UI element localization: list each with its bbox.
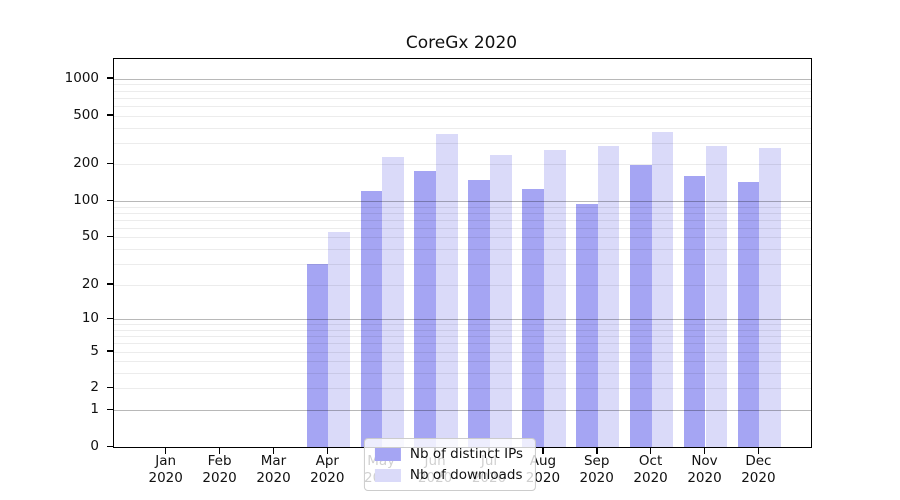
gridline-70 [114, 219, 811, 221]
legend-entry-distinct-ips: Nb of distinct IPs [374, 446, 524, 462]
bar-downloads-aug [543, 150, 566, 447]
gridline-100 [114, 201, 811, 202]
gridline-900 [114, 84, 811, 86]
y-tick-label-100: 100 [73, 192, 99, 208]
y-tick-mark-1 [107, 408, 113, 411]
gridline-800 [114, 90, 811, 92]
x-tick-mark-sep [596, 447, 598, 454]
chart-title: CoreGx 2020 [405, 33, 518, 53]
y-tick-mark-50 [107, 235, 113, 238]
y-tick-mark-100 [107, 199, 113, 201]
gridline-5 [114, 351, 811, 353]
y-tick-label-0: 0 [90, 438, 99, 454]
bar-distinct-ips-oct [629, 164, 652, 447]
gridline-80 [114, 212, 811, 214]
y-tick-label-1: 1 [90, 401, 99, 418]
bar-downloads-nov [705, 146, 728, 447]
gridline-40 [114, 249, 811, 251]
x-tick-mark-jan [164, 447, 167, 454]
y-tick-label-10: 10 [81, 310, 99, 327]
gridline-60 [114, 227, 811, 229]
bar-downloads-jul [490, 154, 512, 447]
y-tick-label-5: 5 [90, 342, 99, 359]
x-tick-mark-dec [757, 447, 760, 454]
gridline-300 [114, 142, 811, 144]
y-tick-label-50: 50 [81, 228, 99, 245]
y-tick-label-200: 200 [73, 155, 99, 172]
gridline-700 [114, 97, 811, 99]
x-tick-label-apr: Apr 2020 [310, 453, 345, 486]
gridline-200 [114, 164, 811, 166]
y-tick-mark-20 [107, 283, 113, 285]
gridline-2 [114, 388, 811, 390]
gridline-90 [114, 206, 811, 208]
y-tick-mark-200 [107, 162, 113, 165]
legend: Nb of distinct IPs Nb of downloads [363, 438, 537, 491]
x-tick-label-mar: Mar 2020 [256, 453, 291, 486]
gridline-30 [114, 264, 811, 265]
bar-distinct-ips-apr [306, 264, 329, 447]
x-tick-label-dec: Dec 2020 [741, 453, 776, 486]
x-tick-label-feb: Feb 2020 [202, 453, 237, 486]
legend-label-downloads: Nb of downloads [409, 467, 523, 483]
gridline-20 [114, 284, 811, 286]
gridline-7 [114, 336, 811, 338]
bar-distinct-ips-jul [468, 179, 490, 447]
legend-swatch-downloads [374, 468, 401, 482]
y-tick-label-20: 20 [81, 275, 99, 292]
x-tick-label-oct: Oct 2020 [633, 453, 668, 486]
gridline-600 [114, 106, 811, 107]
y-tick-mark-10 [107, 317, 113, 320]
x-tick-mark-aug [542, 447, 544, 454]
gridline-10 [114, 319, 811, 321]
x-tick-label-nov: Nov 2020 [687, 453, 722, 486]
gridline-6 [114, 343, 811, 345]
bar-distinct-ips-may [360, 190, 383, 447]
bar-downloads-may [382, 156, 404, 447]
y-tick-label-2: 2 [90, 379, 99, 396]
bar-downloads-apr [328, 231, 350, 447]
y-tick-mark-1000 [107, 77, 113, 79]
bar-distinct-ips-sep [576, 203, 598, 447]
legend-label-distinct-ips: Nb of distinct IPs [409, 446, 524, 462]
gridline-9 [114, 324, 811, 326]
bar-distinct-ips-aug [522, 188, 544, 447]
y-tick-mark-500 [107, 114, 113, 116]
x-tick-mark-feb [218, 447, 221, 454]
y-tick-mark-5 [107, 350, 113, 352]
x-tick-label-sep: Sep 2020 [579, 453, 614, 486]
x-tick-mark-mar [272, 447, 275, 454]
bar-distinct-ips-jun [414, 171, 437, 447]
gridline-500 [114, 115, 811, 117]
bar-downloads-jun [436, 133, 458, 447]
y-tick-mark-0 [107, 445, 113, 447]
x-tick-mark-oct [649, 447, 652, 454]
bar-downloads-oct [651, 132, 674, 447]
plot-area [113, 58, 812, 448]
gridline-4 [114, 361, 811, 363]
bar-downloads-dec [759, 148, 782, 447]
gridline-8 [114, 329, 811, 331]
y-tick-mark-2 [107, 386, 113, 389]
gridline-1 [114, 410, 811, 412]
legend-entry-downloads: Nb of downloads [374, 467, 523, 483]
gridline-50 [114, 237, 811, 239]
gridline-3 [114, 373, 811, 375]
bar-distinct-ips-nov [683, 176, 706, 447]
y-tick-label-1000: 1000 [64, 69, 99, 86]
x-tick-mark-nov [703, 447, 706, 454]
legend-swatch-distinct-ips [374, 447, 401, 461]
x-tick-label-jan: Jan 2020 [148, 453, 183, 486]
bar-distinct-ips-dec [737, 182, 760, 447]
gridline-1000 [114, 78, 811, 80]
gridline-400 [114, 127, 811, 129]
bar-downloads-sep [597, 146, 620, 447]
y-tick-label-500: 500 [73, 106, 99, 123]
x-tick-mark-apr [326, 447, 329, 454]
